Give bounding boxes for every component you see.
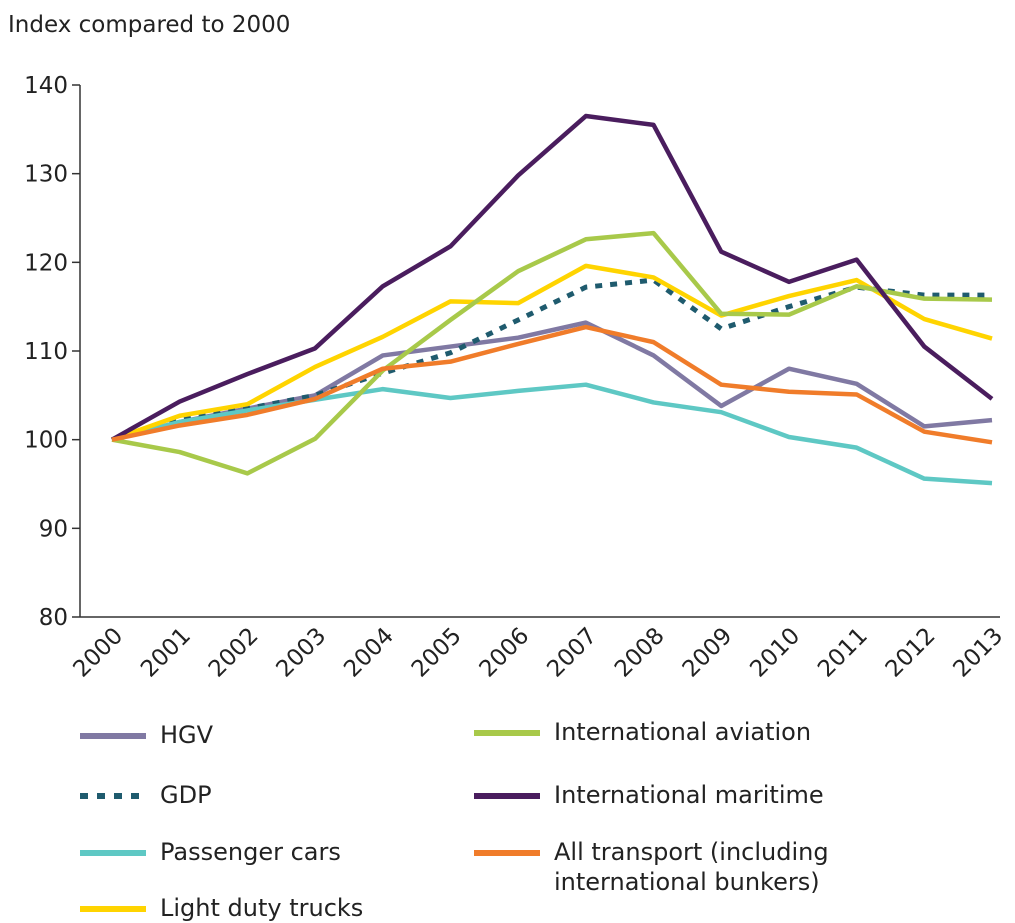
legend-item: All transport (including international b…	[472, 837, 892, 897]
x-tick-label: 2000	[68, 623, 128, 683]
y-tick-label: 110	[24, 339, 68, 365]
legend-label: International maritime	[554, 781, 824, 809]
y-tick-label: 130	[24, 162, 68, 188]
legend-swatch	[80, 793, 146, 799]
x-tick-label: 2008	[610, 623, 670, 683]
series-line	[111, 230, 993, 476]
x-tick-label: 2010	[745, 623, 805, 683]
y-tick-label: 120	[24, 250, 68, 276]
x-tick-label: 2006	[475, 623, 535, 683]
legend-label: Light duty trucks	[160, 894, 364, 922]
x-tick-label: 2007	[542, 623, 602, 683]
x-tick-label: 2009	[678, 623, 738, 683]
y-tick-label: 80	[39, 605, 68, 631]
legend-swatch	[474, 730, 540, 736]
y-tick-label: 90	[39, 516, 68, 542]
legend-swatch	[80, 733, 146, 739]
series-line	[111, 324, 993, 445]
legend-label: GDP	[160, 781, 212, 809]
legend-item: HGV	[78, 720, 213, 750]
x-tick-label: 2002	[204, 623, 264, 683]
series-line	[111, 382, 993, 486]
x-tick-label: 2013	[948, 623, 1008, 683]
legend-item: International maritime	[472, 780, 892, 810]
legend-item: International aviation	[472, 717, 892, 747]
legend-label: HGV	[160, 721, 214, 749]
series-line	[110, 113, 994, 442]
chart: Index compared to 2000 80 90 100 110 120 130 1…	[8, 12, 1008, 683]
legend-label: All transport (including international b…	[554, 838, 829, 896]
legend-item: Passenger cars	[78, 837, 341, 867]
x-tick-label: 2012	[881, 623, 941, 683]
x-tick-label: 2004	[339, 623, 399, 683]
legend-item: GDP	[78, 780, 212, 810]
legend-label: International aviation	[554, 718, 812, 746]
legend-swatch	[474, 850, 540, 856]
legend-swatch	[80, 906, 146, 912]
series-line	[111, 320, 993, 442]
x-tick-label: 2003	[272, 623, 332, 683]
legend-label: Passenger cars	[160, 838, 341, 866]
y-tick-label: 100	[24, 428, 68, 454]
y-tick-label: 140	[24, 73, 68, 99]
series-line	[111, 263, 993, 442]
y-axis-label: Index compared to 2000	[8, 12, 290, 38]
legend-item: Light duty trucks	[78, 893, 363, 923]
legend-swatch	[474, 793, 540, 799]
x-tick-label: 2005	[407, 623, 467, 683]
x-tick-label: 2011	[813, 623, 873, 683]
legend-swatch	[80, 850, 146, 856]
x-tick-label: 2001	[136, 623, 196, 683]
